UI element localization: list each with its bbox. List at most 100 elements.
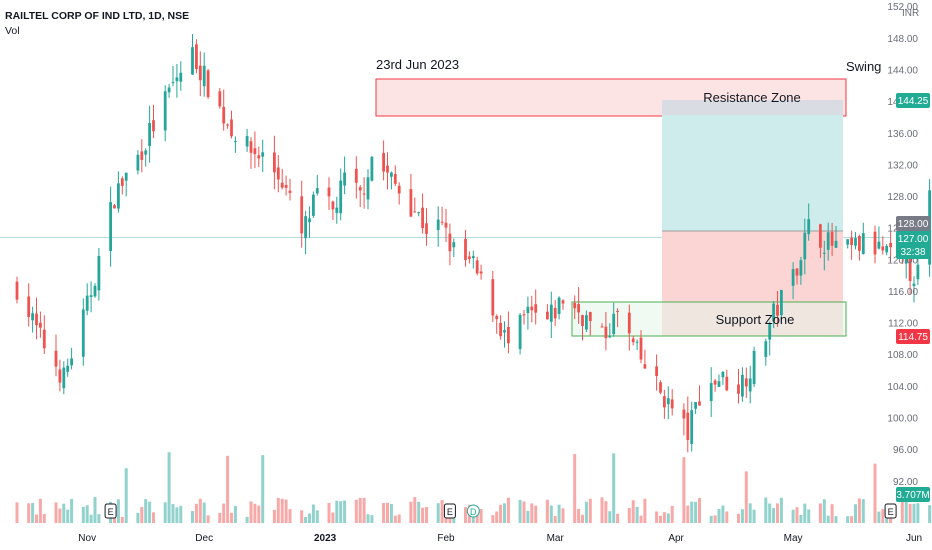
volume-bar [354, 499, 358, 523]
event-markers[interactable]: EEDEE [104, 503, 932, 519]
volume-bar [826, 515, 830, 523]
volume-bar [179, 505, 183, 523]
volume-bar [417, 501, 421, 523]
target-price-badge: 144.25 [896, 93, 930, 108]
candle-body [904, 257, 908, 264]
event-marker-text: D [470, 507, 477, 517]
volume-bar [257, 505, 261, 523]
candle-body [468, 256, 471, 259]
candle-body [881, 246, 885, 251]
volume-bar [116, 499, 120, 523]
volume-bar [499, 504, 503, 523]
last-price-text: 127.00 [898, 234, 929, 245]
currency-label: INR [902, 8, 919, 19]
volume-bar [772, 508, 776, 523]
candle-body [846, 239, 850, 245]
resistance-zone-label: Resistance Zone [703, 90, 801, 105]
candle-body [807, 219, 811, 235]
candle-body [553, 307, 557, 319]
volume-bar [881, 509, 885, 523]
earnings-marker[interactable] [884, 503, 897, 519]
volume-bar [768, 503, 772, 523]
date-annotation: 23rd Jun 2023 [376, 57, 459, 72]
candle-body [826, 232, 830, 250]
candle-body [698, 401, 701, 406]
volume-bar [577, 508, 581, 523]
candle-body [577, 304, 580, 313]
candle-body [413, 211, 417, 213]
candle-body [85, 295, 89, 311]
candle-body [530, 306, 534, 311]
candle-body [148, 123, 151, 146]
price-tick-label: 108.00 [887, 350, 918, 361]
candle-body [202, 65, 206, 87]
candle-body [518, 314, 522, 350]
dividend-marker[interactable] [466, 504, 480, 518]
time-axis[interactable]: NovDec2023FebMarAprMayJunJulAugSep [78, 533, 932, 544]
volume-bar [873, 463, 877, 523]
volume-bar [526, 510, 530, 523]
candle-body [191, 47, 194, 75]
candle-body [791, 269, 795, 286]
support-zone-label: Support Zone [716, 312, 795, 327]
earnings-marker[interactable] [443, 503, 456, 519]
candle-body [682, 409, 686, 419]
candle-body [573, 302, 577, 309]
candle-body [748, 378, 752, 392]
volume-bar [70, 498, 74, 523]
swing-annotation: Swing [846, 59, 881, 74]
candle-body [97, 255, 101, 291]
profit-area[interactable] [662, 100, 843, 231]
volume-bar [670, 505, 674, 523]
candle-body [452, 242, 456, 248]
time-tick-label: Apr [668, 533, 684, 544]
candle-body [768, 323, 772, 340]
candle-body [81, 309, 85, 357]
candle-body [280, 182, 284, 188]
volume-bar [191, 511, 194, 523]
candle-body [631, 338, 635, 343]
candle-body [834, 240, 838, 248]
candle-body [561, 300, 565, 304]
candle-body [152, 120, 155, 132]
volume-bar [38, 498, 42, 523]
candle-body [803, 232, 807, 260]
volume-bar [31, 503, 35, 523]
candle-body [666, 398, 670, 405]
volume-bar [616, 513, 620, 523]
candle-body [253, 148, 257, 155]
candle-body [639, 337, 643, 360]
volume-bar [343, 500, 347, 523]
volume-bar [764, 497, 768, 523]
symbol-title: RAILTEL CORP OF IND LTD, 1D, NSE [5, 10, 189, 22]
volume-bar [272, 509, 276, 523]
event-marker-text: E [108, 507, 114, 517]
volume-bar [807, 509, 811, 523]
stop-price-badge: 114.75 [896, 329, 930, 344]
volume-bar [194, 503, 198, 523]
volume-bar [308, 513, 311, 523]
candle-body [690, 410, 694, 444]
candle-body [479, 271, 483, 274]
candle-body [522, 314, 526, 316]
volume-bar [335, 500, 339, 523]
candle-body [499, 322, 502, 337]
candle-body [397, 185, 401, 194]
candle-body [663, 396, 666, 408]
candle-body [799, 260, 803, 276]
candle-body [581, 315, 584, 327]
price-tick-label: 104.00 [887, 382, 918, 393]
volume-bar [553, 516, 557, 523]
volume-bar [261, 455, 265, 523]
volume-bar [27, 503, 31, 523]
volume-bar [799, 514, 803, 523]
candle-body [444, 222, 448, 228]
candle-body [495, 316, 499, 320]
candle-body [343, 172, 346, 186]
candle-body [370, 156, 374, 181]
volume-bar [397, 514, 401, 523]
earnings-marker[interactable] [104, 503, 117, 519]
volume-bar [643, 498, 647, 523]
candle-body [694, 402, 697, 409]
